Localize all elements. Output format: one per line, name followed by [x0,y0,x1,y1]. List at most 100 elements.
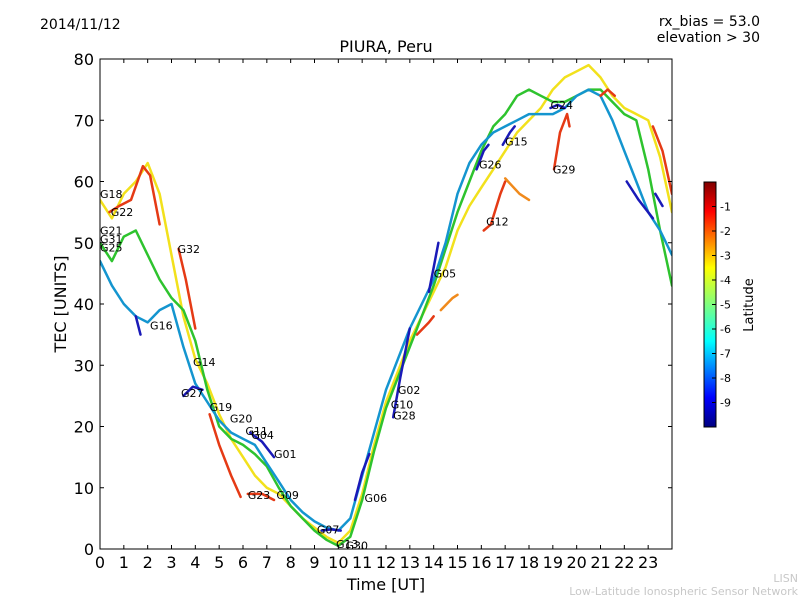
satellite-label-g13: G13 [336,538,359,551]
x-tick-label: 17 [495,553,515,572]
tec-trace-12 [439,293,459,312]
y-tick-label: 40 [74,295,94,314]
x-tick-label: 10 [328,553,348,572]
tec-trace-13 [415,315,435,336]
colorbar-tick-label: -3 [720,250,731,263]
satellite-label-g19: G19 [210,401,233,414]
satellite-label-g20: G20 [230,413,253,426]
satellite-label-g11: G11 [245,425,268,438]
elevation-label: elevation > 30 [656,30,760,46]
tec-trace-18 [353,452,371,502]
satellite-label-g25: G25 [100,242,123,255]
colorbar-label: Latitude [742,278,757,332]
satellite-label-g30: G30 [345,539,368,552]
satellite-label-g05: G05 [434,267,457,280]
x-tick-label: 23 [638,553,658,572]
tec-trace-8 [503,177,531,202]
tec-trace-0 [100,63,672,545]
x-axis-label: Time [UT] [346,575,425,594]
satellite-label-g28: G28 [393,409,416,422]
y-tick-label: 0 [84,540,94,559]
x-tick-label: 1 [119,553,129,572]
tec-trace-2 [100,88,672,532]
satellite-label-g12: G12 [486,215,509,228]
credit-line2: Low-Latitude Ionospheric Sensor Network [569,585,798,598]
tec-trace-20 [427,241,440,294]
tec-trace-16 [248,431,276,459]
satellite-label-g23: G23 [248,489,271,502]
colorbar-tick-label: -1 [720,201,731,214]
x-tick-label: 18 [519,553,539,572]
satellite-label-g01: G01 [274,448,297,461]
satellite-label-g04: G04 [251,429,274,442]
credit: LISN Low-Latitude Ionospheric Sensor Net… [569,572,798,598]
colorbar-tick-label: -5 [720,299,731,312]
x-tick-label: 2 [143,553,153,572]
satellite-label-g09: G09 [276,489,299,502]
x-tick-label: 15 [447,553,467,572]
x-tick-label: 16 [471,553,491,572]
tec-trace-17 [320,528,342,532]
colorbar-tick-label: -4 [720,274,731,287]
x-tick-label: 19 [543,553,563,572]
x-tick-label: 11 [352,553,372,572]
credit-line1: LISN [773,572,798,585]
colorbar-tick-label: -8 [720,372,731,385]
x-tick-label: 21 [590,553,610,572]
x-tick-label: 13 [400,553,420,572]
x-tick-label: 9 [309,553,319,572]
satellite-label-g16: G16 [150,319,173,332]
satellite-label-g26: G26 [479,158,502,171]
tec-trace-19 [391,327,412,419]
x-tick-label: 8 [286,553,296,572]
x-tick-label: 22 [614,553,634,572]
y-tick-label: 50 [74,234,94,253]
tec-trace-1 [100,88,672,548]
satellite-label-g06: G06 [365,492,388,505]
x-tick-label: 20 [566,553,586,572]
date-label: 2014/11/12 [40,17,121,33]
satellite-label-g21: G21 [100,225,123,238]
x-tick-label: 5 [214,553,224,572]
satellite-label-g15: G15 [505,136,528,149]
tec-trace-4 [177,247,197,330]
y-tick-label: 20 [74,418,94,437]
y-tick-label: 60 [74,173,94,192]
satellite-label-g29: G29 [553,163,576,176]
x-tick-label: 12 [376,553,396,572]
y-axis-label: TEC [UNITS] [51,256,70,354]
tec-trace-9 [552,112,571,171]
tec-trace-6 [246,492,276,502]
tec-trace-5 [208,413,242,499]
colorbar-tick-label: -7 [720,348,731,361]
chart-title: PIURA, Peru [339,37,433,56]
satellite-label-g18: G18 [100,188,123,201]
colorbar: -1 -2 -3 -4 -5 -6 -7 -8 -9 Latitude [703,181,757,428]
tec-trace-15 [182,385,204,398]
satellite-label-g14: G14 [193,356,216,369]
tec-trace-22 [501,125,516,147]
params-box: rx_bias = 53.0 elevation > 30 [657,14,760,46]
x-tick-label: 0 [95,553,105,572]
y-tick-label: 30 [74,356,94,375]
satellite-label-g32: G32 [177,243,200,256]
satellite-label-g07: G07 [317,523,340,536]
y-tick-label: 70 [74,111,94,130]
satellite-label-g31: G31 [100,233,123,246]
satellite-label-g24: G24 [550,99,573,112]
tec-trace-10 [599,88,617,98]
x-tick-label: 7 [262,553,272,572]
tec-trace-23 [549,103,567,110]
y-tick-label: 10 [74,479,94,498]
tec-trace-14 [134,315,142,336]
satellite-label-g02: G02 [398,384,421,397]
x-tick-label: 4 [190,553,200,572]
plot-frame [99,58,673,550]
satellite-label-g22: G22 [111,206,134,219]
satellite-label-g27: G27 [181,387,204,400]
colorbar-tick-label: -9 [720,397,731,410]
tec-trace-11 [651,125,672,196]
tec-trace-3 [108,164,161,226]
y-tick-label: 80 [74,50,94,69]
